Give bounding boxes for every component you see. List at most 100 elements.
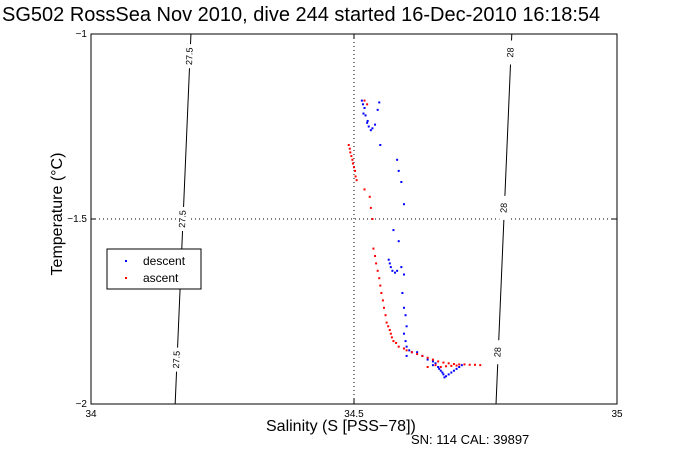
ascent-point [350,155,353,158]
ascent-point [385,321,388,324]
ascent-point [426,366,429,368]
y-tick-label: −1 [76,29,88,40]
ascent-point [458,363,461,366]
ascent-point [389,332,392,335]
descent-point [404,314,407,317]
descent-point [443,376,446,379]
ascent-point [363,188,366,191]
ascent-point [372,247,375,250]
ascent-point [450,364,453,367]
descent-point [401,292,404,294]
descent-point [378,101,381,104]
chart-title: SG502 RossSea Nov 2010, dive 244 started… [2,4,601,26]
descent-point [431,364,434,367]
ascent-point [434,364,437,367]
descent-point [400,266,403,269]
descent-point [362,112,365,115]
legend-label-descent: descent [143,254,186,268]
descent-point [371,127,374,130]
ascent-point [381,299,384,302]
descent-point [452,369,455,372]
y-tick-label: −1.5 [67,214,87,225]
descent-point [388,262,391,265]
descent-point [396,269,399,272]
descent-point [441,371,444,374]
ascent-point [405,349,408,352]
ascent-point [351,158,354,161]
descent-point [402,332,405,335]
ascent-point [410,351,413,354]
descent-point [405,354,408,357]
descent-point [405,325,408,328]
ascent-point [348,147,351,150]
legend-box [106,248,202,290]
x-axis-label: Salinity (S [PSS−78]) [266,418,416,435]
descent-point [364,114,367,117]
descent-point [404,340,407,343]
descent-point [402,273,405,276]
descent-point [402,306,405,309]
descent-point [374,123,377,126]
contour-label-bg [499,195,510,220]
descent-point [369,129,372,132]
descent-point [376,108,379,111]
descent-point [397,169,400,172]
descent-point [379,144,382,146]
ascent-point [439,366,442,368]
descent-point [416,351,419,354]
ascent-point [349,151,352,154]
contour-label: 27.5 [171,351,182,369]
ascent-point [374,255,377,257]
legend-marker-ascent [125,277,127,279]
ascent-point [452,363,455,366]
ascent-point [473,363,476,366]
contour-label-bg [493,340,504,365]
ascent-point [366,103,369,106]
ascent-point [445,365,448,368]
ascent-point [437,360,440,363]
contour-label-bg [184,44,195,69]
ascent-point [392,340,395,343]
descent-point [389,266,392,269]
legend-marker-descent [125,260,127,262]
x-tick-label: 34.5 [344,409,364,420]
ascent-point [447,362,450,365]
ascent-point [353,166,355,169]
ascent-point [388,329,391,331]
descent-point [426,358,429,361]
contour-label: 28 [499,203,509,213]
legend-label-ascent: ascent [143,271,179,285]
contour-label: 28 [505,47,515,57]
descent-point [408,349,411,352]
descent-point [366,121,369,124]
descent-point [431,360,434,363]
descent-point [361,103,364,106]
descent-point [391,269,394,272]
ascent-point [416,353,419,356]
descent-point [397,240,400,243]
ascent-point [426,356,429,359]
ascent-point [354,169,357,172]
ascent-point [378,277,381,280]
ascent-point [363,99,366,102]
ascent-point [395,341,398,344]
ascent-point [382,306,385,309]
descent-point [455,367,458,370]
descent-point [445,375,448,378]
ascent-point [369,206,372,209]
ascent-point [380,292,383,294]
descent-point [442,373,445,376]
ascent-point [463,363,466,366]
descent-point [405,345,408,348]
x-tick-label: 34 [85,409,97,420]
ascent-point [468,363,471,366]
contour-label: 27.5 [184,47,195,65]
y-tick-label: −2 [76,399,88,410]
contour-label-bg [172,347,183,372]
ascent-point [384,314,387,317]
descent-point [402,203,405,206]
descent-point [450,371,453,374]
ascent-point [351,162,354,165]
contour-label: 28 [492,347,502,357]
